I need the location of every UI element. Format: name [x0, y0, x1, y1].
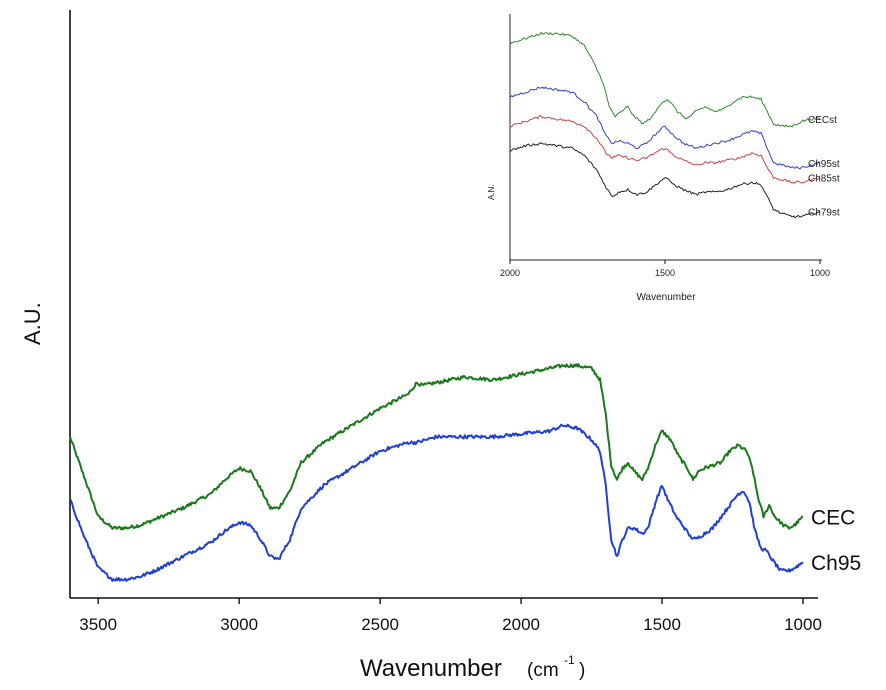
inset-chart: 2000 1500 1000 CECst Ch95st Ch85st Ch79st Wav…: [487, 14, 840, 303]
main-series-labels: CEC Ch95: [811, 507, 861, 576]
inset-x-ticks: 2000 1500 1000: [500, 260, 830, 278]
main-series-ch95: [69, 423, 804, 582]
inset-series-label-ch85st: Ch85st: [808, 173, 840, 184]
inset-x-tick-label-2000: 2000: [500, 268, 520, 278]
main-x-axis-unit-exponent: -1: [564, 653, 575, 667]
main-x-axis-unit: (cm: [527, 660, 559, 681]
inset-series-ch79st: [509, 142, 821, 219]
inset-y-axis-title: A.N.: [487, 184, 496, 200]
inset-x-tick-label-1500: 1500: [655, 268, 675, 278]
inset-series-label-ch79st: Ch79st: [808, 208, 840, 219]
inset-series-label-cecst: CECst: [808, 115, 837, 126]
inset-series-ch85st: [509, 115, 821, 184]
main-chart: 3500 3000 2500 2000 1500 1000 CEC Ch95 Wavenum…: [20, 10, 861, 682]
main-x-tick-label-3000: 3000: [220, 615, 258, 634]
main-x-tick-label-1000: 1000: [784, 615, 822, 634]
inset-series-cecst: [509, 31, 821, 128]
inset-x-tick-label-1000: 1000: [810, 268, 830, 278]
inset-series-label-ch95st: Ch95st: [808, 159, 840, 170]
main-series-label-ch95: Ch95: [811, 552, 861, 575]
main-x-axis-title: Wavenumber: [360, 655, 502, 682]
inset-series-ch95st: [509, 86, 821, 170]
main-series-cec: [69, 363, 804, 531]
main-y-axis-title: A.U.: [20, 302, 45, 345]
inset-x-axis-title: Wavenumber: [636, 292, 696, 303]
main-series-label-cec: CEC: [811, 507, 855, 530]
inset-series: [509, 31, 821, 219]
main-series: [69, 363, 804, 582]
main-x-tick-label-3500: 3500: [79, 615, 117, 634]
main-x-tick-label-2500: 2500: [361, 615, 399, 634]
inset-series-labels: CECst Ch95st Ch85st Ch79st: [808, 115, 840, 219]
main-x-tick-label-1500: 1500: [643, 615, 681, 634]
main-x-tick-label-2000: 2000: [502, 615, 540, 634]
main-x-ticks: 3500 3000 2500 2000 1500 1000: [79, 598, 822, 634]
main-x-axis-unit-close: ): [579, 660, 585, 681]
